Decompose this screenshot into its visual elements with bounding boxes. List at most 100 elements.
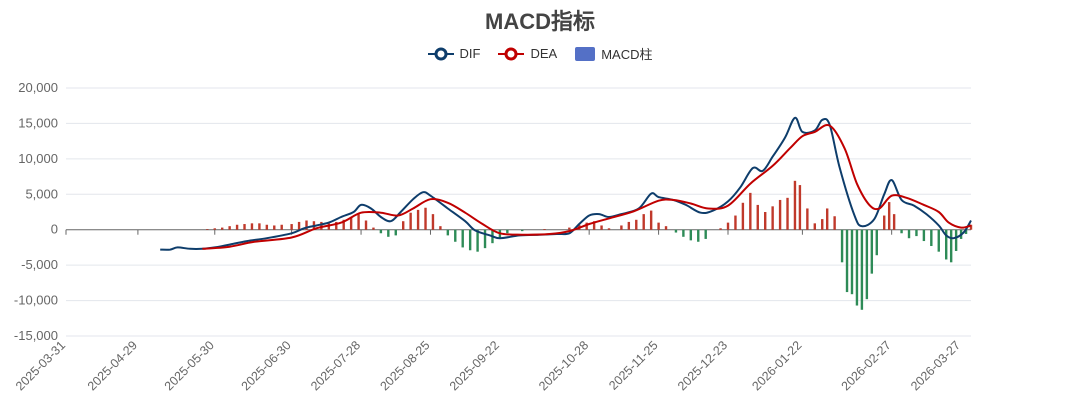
macd-bar xyxy=(798,185,802,230)
macd-bar xyxy=(719,228,722,230)
macd-bar xyxy=(855,229,859,306)
macd-bar xyxy=(860,229,864,310)
y-tick-label: 15,000 xyxy=(18,115,58,130)
macd-bar xyxy=(342,219,345,230)
macd-bar xyxy=(607,228,611,230)
x-tick-label: 2025-10-28 xyxy=(536,338,591,393)
macd-bar xyxy=(887,202,891,230)
macd-bar xyxy=(600,225,603,230)
macd-bar xyxy=(749,192,752,230)
x-tick-label: 2026-02-27 xyxy=(839,338,894,393)
y-tick-label: -5,000 xyxy=(21,257,58,272)
legend-item-dea[interactable]: DEA xyxy=(498,44,557,63)
macd-bar xyxy=(689,229,693,241)
x-tick-label: 2026-03-27 xyxy=(908,338,963,393)
macd-bar xyxy=(945,229,948,260)
macd-bar xyxy=(585,222,588,230)
macd-bar xyxy=(642,214,645,230)
macd-bar xyxy=(273,225,276,230)
x-tick-label: 2025-06-30 xyxy=(239,338,294,393)
macd-bar xyxy=(845,229,849,293)
macd-bar xyxy=(813,223,816,230)
macd-bar xyxy=(521,229,524,232)
macd-bar xyxy=(483,229,487,249)
x-tick-label: 2025-03-31 xyxy=(13,338,68,393)
x-tick-label: 2025-12-23 xyxy=(675,338,730,393)
macd-bar xyxy=(821,219,824,230)
macd-bar xyxy=(892,214,896,230)
legend-dea-marker xyxy=(498,47,525,60)
macd-bar xyxy=(726,222,730,230)
series-line-dea xyxy=(202,124,972,250)
macd-bar xyxy=(349,216,353,230)
macd-bar xyxy=(221,227,224,230)
legend-item-dif[interactable]: DIF xyxy=(427,44,481,63)
x-tick-label: 2025-11-25 xyxy=(606,338,660,392)
legend-label-macd: MACD柱 xyxy=(601,47,653,62)
macd-bar xyxy=(568,227,571,230)
macd-bar xyxy=(900,229,903,234)
x-tick-label: 2025-05-30 xyxy=(162,338,217,393)
macd-bar xyxy=(213,228,216,230)
macd-bar xyxy=(786,197,789,230)
macd-bar xyxy=(280,224,283,230)
macd-bar xyxy=(372,227,375,230)
x-tick-label: 2025-04-29 xyxy=(85,338,140,393)
macd-bar xyxy=(439,226,442,230)
macd-bar xyxy=(258,223,261,230)
y-tick-label: 0 xyxy=(51,222,58,237)
macd-bar xyxy=(969,224,973,230)
macd-bar xyxy=(357,214,360,230)
macd-bar xyxy=(379,229,383,234)
macd-bar xyxy=(907,229,911,239)
macd-bar xyxy=(734,215,737,230)
macd-bar xyxy=(825,208,829,230)
macd-bar xyxy=(682,229,685,237)
macd-bar xyxy=(657,222,660,230)
y-tick-label: -10,000 xyxy=(14,293,58,308)
macd-bar xyxy=(875,229,878,256)
macd-bar xyxy=(402,221,405,230)
macd-bar xyxy=(922,229,926,242)
macd-bar xyxy=(290,224,293,230)
legend-item-macd-bar[interactable]: MACD柱 xyxy=(575,44,652,63)
macd-bar xyxy=(930,229,933,247)
macd-bar xyxy=(778,199,782,230)
x-tick-label: 2026-01-22 xyxy=(749,338,804,393)
macd-bar xyxy=(431,214,435,230)
macd-bar xyxy=(235,224,239,230)
macd-bar xyxy=(674,229,678,233)
legend-label-dea: DEA xyxy=(530,46,558,61)
chart-title: MACD指标 xyxy=(485,9,595,34)
legend-macd-marker xyxy=(575,46,596,61)
macd-bar xyxy=(806,208,809,230)
macd-bar xyxy=(387,229,390,237)
y-tick-label: -15,000 xyxy=(14,328,58,343)
macd-bar xyxy=(937,229,940,252)
macd-bar xyxy=(954,229,958,251)
macd-bar xyxy=(416,209,420,230)
macd-bar xyxy=(664,226,668,230)
x-tick-label: 2025-09-22 xyxy=(447,338,502,393)
macd-bar xyxy=(883,215,886,230)
y-tick-label: 20,000 xyxy=(18,80,58,95)
macd-bar xyxy=(320,221,323,230)
macd-bar xyxy=(840,229,844,263)
macd-bar xyxy=(394,229,397,236)
macd-bar xyxy=(793,180,797,230)
macd-bar xyxy=(506,229,509,234)
macd-bar xyxy=(620,225,623,230)
macd-bar xyxy=(335,221,338,230)
macd-bar xyxy=(771,206,774,230)
macd-bar xyxy=(228,226,231,230)
macd-bar xyxy=(649,210,653,230)
macd-bar xyxy=(297,221,301,230)
macd-bar xyxy=(305,220,308,230)
macd-bar xyxy=(949,229,953,263)
macd-bar xyxy=(543,229,546,230)
legend-label-dif: DIF xyxy=(459,46,481,61)
macd-bar xyxy=(635,219,638,230)
macd-bar xyxy=(409,212,412,230)
